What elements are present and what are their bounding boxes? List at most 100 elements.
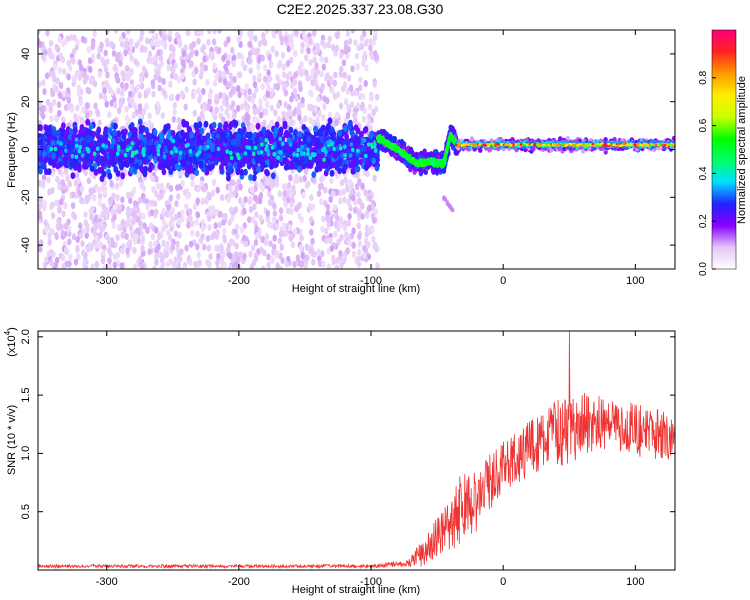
spectrogram-cell — [310, 68, 315, 76]
spectrogram-cell — [277, 190, 283, 198]
spectrogram-cell — [325, 97, 330, 105]
spectrogram-cell — [361, 145, 366, 153]
spectrogram-cell — [68, 64, 73, 72]
spectrogram-cell — [249, 34, 254, 42]
spectrogram-cell — [323, 56, 329, 64]
spectrogram-cell — [175, 31, 180, 39]
spectrogram-cell — [55, 175, 60, 183]
spectrogram-cell — [82, 257, 88, 265]
spectrogram-cell — [166, 229, 171, 237]
spectrogram-cell — [313, 105, 318, 113]
spectrogram-cell — [118, 155, 124, 163]
spectrogram-cell — [156, 183, 161, 190]
spectrogram-cell — [304, 243, 310, 251]
spectrogram-cell — [96, 126, 102, 134]
spectrogram-cell — [163, 124, 169, 131]
spectrogram-cell — [96, 241, 102, 249]
spectrogram-cell — [138, 220, 143, 228]
spectrogram-cell — [231, 239, 236, 247]
spectrogram-cell — [265, 178, 270, 186]
spectrogram-cell — [253, 35, 258, 42]
spectrogram-cell — [333, 152, 338, 159]
spectrogram-cell — [366, 241, 371, 249]
spectrogram-cell — [45, 127, 50, 135]
spectrogram-cell — [166, 64, 171, 72]
spectrogram-cell — [169, 136, 174, 142]
spectrogram-cell — [236, 256, 241, 264]
spectrogram-cell — [353, 89, 359, 97]
spectrogram-cell — [161, 218, 167, 226]
spectrogram-cell — [320, 225, 325, 233]
spectrogram-cell — [111, 222, 116, 229]
spectrogram-cell — [112, 129, 117, 137]
spectrogram-cell — [322, 157, 326, 162]
spectrogram-cell — [355, 171, 360, 179]
spectrogram-cell — [161, 207, 167, 215]
spectrogram-cell — [179, 90, 185, 98]
spectrogram-cell — [236, 52, 242, 60]
spectrogram-cell — [371, 235, 376, 243]
spectrogram-cell — [81, 249, 86, 257]
spectrogram-cell — [288, 189, 294, 197]
spectrogram-cell — [316, 95, 321, 103]
spectrogram-cell — [205, 79, 210, 86]
spectrogram-cell — [354, 52, 359, 60]
spectrogram-cell — [162, 34, 167, 42]
spectrogram-cell — [273, 127, 279, 134]
spectrogram-cell — [171, 45, 176, 53]
spectrogram-cell — [218, 76, 223, 84]
spectrogram-cell — [94, 260, 100, 268]
spectrogram-cell — [57, 66, 62, 74]
spectrogram-cell — [104, 37, 110, 45]
spectrogram-cell — [331, 258, 336, 266]
spectrogram-cell — [350, 168, 356, 175]
spectrogram-cell — [124, 233, 129, 240]
spectrogram-cell — [110, 208, 115, 216]
spectrogram-cell — [280, 51, 286, 59]
spectrogram-cell — [188, 214, 193, 222]
spectrogram-cell — [223, 40, 228, 48]
spectrogram-cell — [230, 214, 235, 222]
spectrogram-cell — [93, 216, 98, 224]
spectrogram-cell — [72, 34, 77, 42]
spectrogram-cell — [226, 166, 232, 174]
spectrogram-cell — [157, 75, 162, 83]
spectrogram-cell — [199, 30, 204, 36]
spectrogram-cell — [65, 174, 70, 182]
spectrogram-cell — [260, 142, 264, 147]
spectrogram-cell — [145, 226, 150, 234]
spectrogram-cell — [222, 236, 228, 244]
spectrogram-cell — [325, 72, 330, 80]
spectrogram-cell — [244, 83, 249, 91]
spectrogram-cell — [58, 82, 64, 90]
spectrogram-cell — [362, 245, 367, 252]
spectrogram-cell — [116, 87, 121, 95]
spectrogram-cell — [78, 129, 83, 136]
spectrogram-cell — [241, 115, 246, 123]
spectrogram-cell — [119, 262, 124, 269]
spectrogram-cell — [343, 176, 348, 184]
spectrogram-cell — [97, 199, 102, 207]
spectrogram-cell — [175, 184, 180, 192]
spectrogram-cell — [289, 200, 294, 208]
spectrogram-cell — [231, 60, 236, 68]
spectrogram-cell — [147, 112, 152, 120]
spectrogram-cell — [175, 240, 180, 248]
spectrogram-cell — [172, 261, 177, 269]
spectrogram-cell — [217, 122, 223, 129]
spectrogram-cell — [170, 130, 176, 137]
spectrogram-cell — [197, 121, 203, 129]
spectrogram-cell — [98, 231, 103, 239]
spectrogram-cell — [278, 230, 284, 238]
spectrogram-cell — [159, 182, 165, 190]
spectrogram-cell — [180, 72, 185, 80]
spectrogram-cell — [45, 30, 50, 37]
spectrogram-cell — [243, 100, 248, 108]
spectrogram-cell — [353, 117, 358, 125]
spectrogram-cell — [133, 136, 139, 144]
spectrogram-cell — [74, 137, 79, 142]
spectrogram-cell — [211, 178, 217, 186]
spectrogram-cell — [248, 174, 253, 181]
spectrogram-cell — [254, 225, 259, 233]
